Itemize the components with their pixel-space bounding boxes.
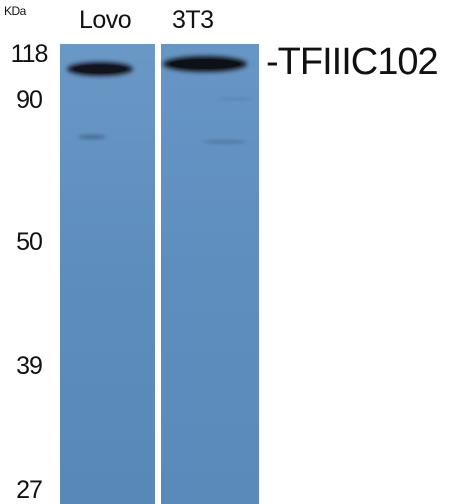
marker-50: 50 xyxy=(16,228,43,256)
faint-streak-3t3 xyxy=(217,97,253,101)
faint-band-lovo xyxy=(78,134,106,140)
band-lovo-core xyxy=(73,64,127,74)
lane-label-lovo: Lovo xyxy=(79,6,132,34)
lane-3t3-membrane xyxy=(161,44,259,504)
faint-band-3t3 xyxy=(203,140,247,144)
band-3t3-core xyxy=(169,59,241,69)
marker-39: 39 xyxy=(16,352,43,380)
western-blot-image xyxy=(60,44,259,504)
marker-118: 118 xyxy=(10,40,49,68)
target-protein-label: -TFIIIC102 xyxy=(266,41,439,83)
lane-lovo-membrane xyxy=(60,44,155,504)
marker-27: 27 xyxy=(16,476,43,504)
marker-90: 90 xyxy=(16,86,43,114)
lane-divider xyxy=(155,44,161,504)
lane-label-3t3: 3T3 xyxy=(172,6,214,34)
unit-label: KDa xyxy=(4,4,26,18)
